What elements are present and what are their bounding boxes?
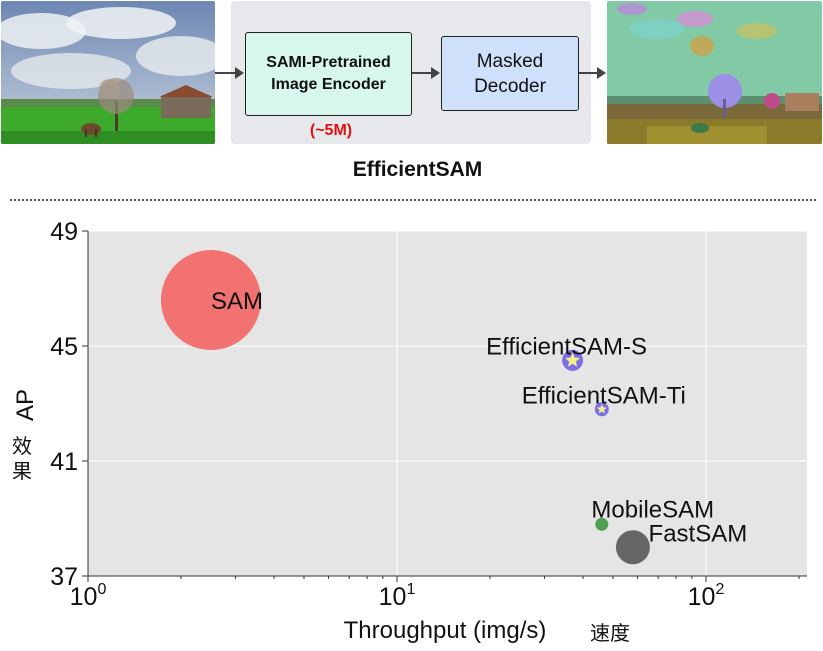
y-tick-label: 45 bbox=[50, 333, 78, 361]
point-label-efficientsam-ti: EfficientSAM-Ti bbox=[522, 382, 686, 409]
y-axis-label: AP bbox=[12, 389, 39, 421]
point-fastsam bbox=[615, 530, 650, 565]
x-axis-label-cn: 速度 bbox=[590, 621, 630, 645]
encoder-label-line1: SAMI-Pretrained bbox=[266, 54, 391, 71]
point-mobilesam bbox=[595, 517, 609, 531]
x-axis-label: Throughput (img/s) bbox=[344, 617, 547, 644]
y-tick-label: 37 bbox=[50, 563, 78, 591]
y-tick-label: 41 bbox=[50, 448, 78, 476]
masked-decoder-block: Masked Decoder bbox=[441, 36, 579, 111]
point-label-efficientsam-s: EfficientSAM-S bbox=[486, 333, 647, 360]
x-tick-label: 101 bbox=[379, 581, 416, 611]
decoder-label-line2: Decoder bbox=[474, 75, 546, 97]
arrow-right-icon bbox=[215, 67, 244, 79]
x-tick-label: 100 bbox=[70, 581, 107, 611]
encoder-label-line2: Image Encoder bbox=[271, 76, 386, 93]
y-axis-label-cn-char: 果 bbox=[12, 459, 32, 483]
point-label-fastsam: FastSAM bbox=[649, 520, 748, 547]
image-encoder-block: SAMI-Pretrained Image Encoder bbox=[245, 32, 412, 116]
arrow-right-icon bbox=[412, 67, 440, 79]
x-tick-label: 102 bbox=[688, 581, 725, 611]
star-icon bbox=[596, 404, 607, 414]
segmented-output-image bbox=[607, 1, 822, 144]
throughput-ap-chart: 37 41 45 49 100 101 102 Throughput (img/s) 速度 AP 效… bbox=[12, 218, 807, 645]
y-tick-label: 49 bbox=[50, 218, 78, 246]
arrow-right-icon bbox=[579, 67, 606, 79]
pipeline-title: EfficientSAM bbox=[352, 158, 483, 181]
point-sam bbox=[160, 250, 261, 350]
decoder-label-line1: Masked bbox=[476, 50, 544, 72]
section-divider bbox=[10, 199, 816, 201]
input-image bbox=[1, 1, 215, 144]
y-axis-label-cn-char: 效 bbox=[12, 434, 32, 458]
point-label-mobilesam: MobileSAM bbox=[591, 496, 714, 523]
star-icon bbox=[565, 352, 581, 367]
point-label-sam: SAM bbox=[211, 288, 263, 315]
encoder-params-label: (~5M) bbox=[309, 122, 353, 139]
